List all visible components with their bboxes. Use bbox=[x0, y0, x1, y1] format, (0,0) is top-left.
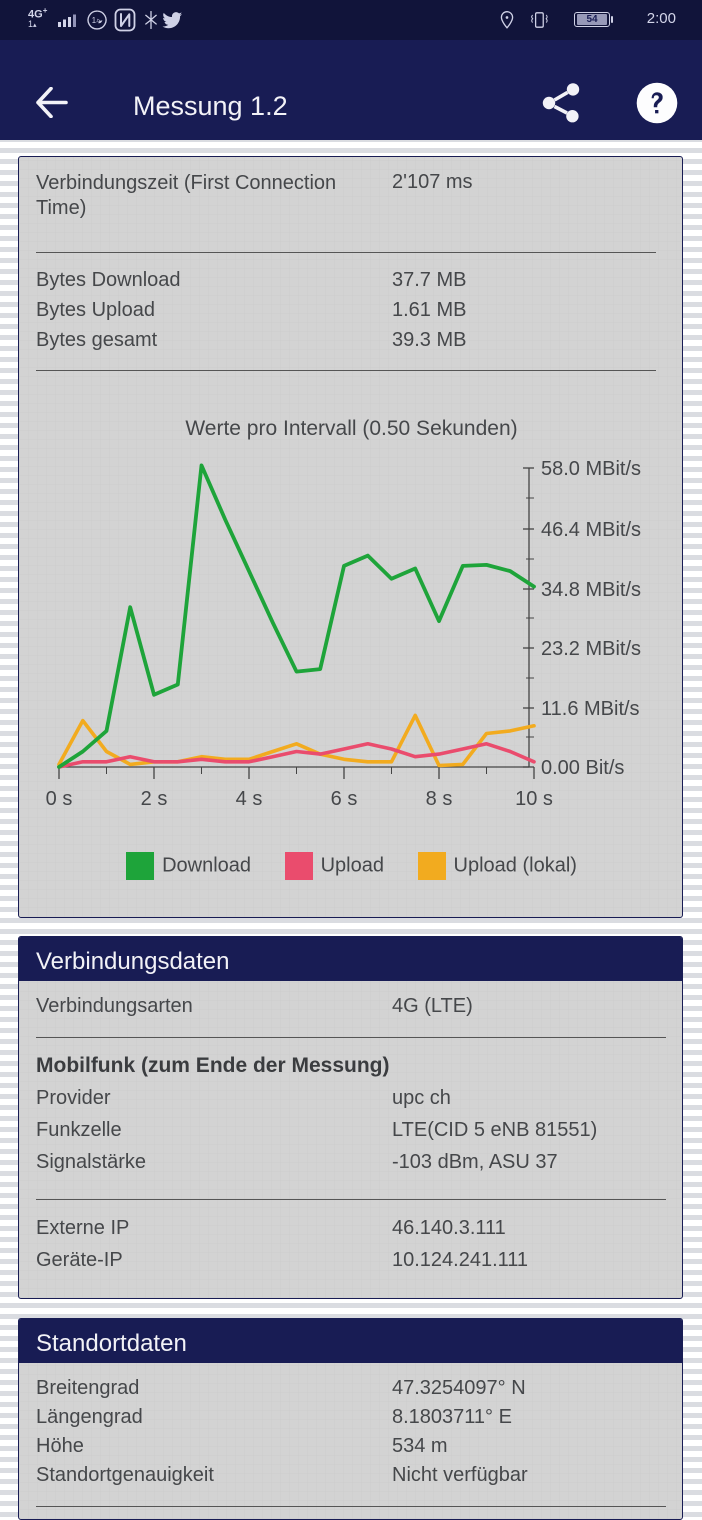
svg-text:0 s: 0 s bbox=[46, 788, 73, 810]
svg-text:23.2 MBit/s: 23.2 MBit/s bbox=[541, 638, 641, 660]
svg-text:11.6 MBit/s: 11.6 MBit/s bbox=[541, 698, 640, 720]
svg-text:0.00 Bit/s: 0.00 Bit/s bbox=[541, 757, 624, 779]
svg-text:8 s: 8 s bbox=[426, 788, 453, 810]
svg-text:1: 1 bbox=[92, 16, 96, 25]
svg-text:34.8 MBit/s: 34.8 MBit/s bbox=[541, 579, 641, 601]
svg-text:58.0 MBit/s: 58.0 MBit/s bbox=[541, 458, 641, 480]
svg-text:46.4 MBit/s: 46.4 MBit/s bbox=[541, 519, 641, 541]
svg-text:10 s: 10 s bbox=[515, 788, 553, 810]
svg-text:4 s: 4 s bbox=[236, 788, 263, 810]
svg-text:2 s: 2 s bbox=[141, 788, 168, 810]
svg-text:6 s: 6 s bbox=[331, 788, 358, 810]
